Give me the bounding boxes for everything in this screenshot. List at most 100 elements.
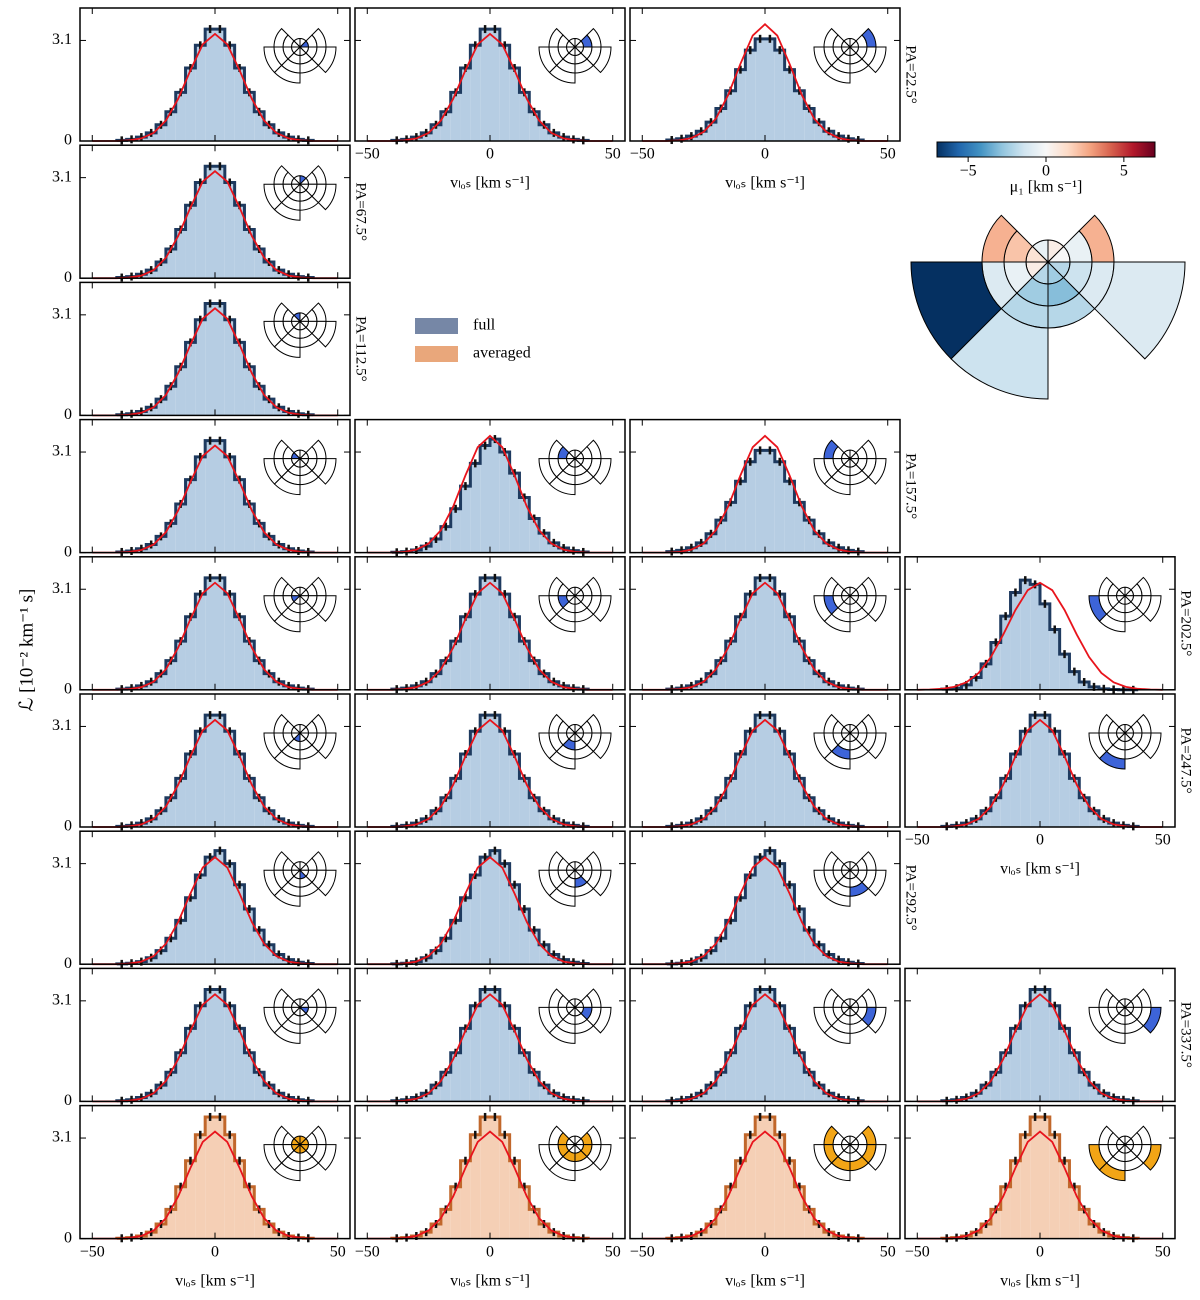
histogram-bar [195, 456, 206, 553]
region-icon-sector [273, 1162, 301, 1182]
histogram-bar [254, 930, 265, 965]
histogram-bar [548, 681, 559, 690]
region-icon-sector [1136, 713, 1152, 734]
histogram-bar [1059, 654, 1070, 690]
fit-curve [642, 718, 888, 828]
x-tick-label: −50 [80, 1243, 105, 1260]
pa-label: PA=22.5° [903, 45, 919, 104]
histogram-outline [390, 576, 590, 691]
region-icon-sector [586, 988, 602, 1008]
histogram-bar [195, 182, 206, 279]
histogram-bar [224, 319, 235, 416]
region-icon-sector [317, 869, 337, 897]
legend-swatch [415, 346, 458, 362]
histogram-bar [548, 542, 559, 553]
histogram-bar [431, 810, 441, 827]
histogram-bar [490, 850, 500, 965]
histogram-bar [215, 850, 225, 965]
histogram-bar [499, 1005, 510, 1102]
histogram-bar [480, 577, 490, 690]
histogram-bar [509, 68, 520, 141]
region-icon-sector [867, 1144, 887, 1171]
x-tick-label: 50 [605, 146, 621, 163]
histogram-bar [156, 399, 166, 416]
fit-curve [92, 1130, 338, 1240]
histogram-bar [490, 577, 500, 690]
y-tick-label: 3.1 [52, 854, 72, 871]
histogram-bar [1079, 797, 1090, 827]
histogram-bar [244, 778, 255, 827]
region-icon-sector [823, 613, 851, 633]
x-tick-label: −50 [630, 146, 655, 163]
region-icon-sector [861, 439, 877, 460]
histogram-bar [499, 452, 510, 553]
region-icon-sector [311, 1125, 327, 1146]
histogram-bar [156, 950, 166, 965]
histogram-bar [224, 1134, 235, 1239]
histogram-bar [205, 303, 215, 416]
histogram-bar [175, 641, 186, 690]
histogram-bar [765, 989, 775, 1102]
histogram-bar [234, 754, 245, 827]
x-axis-label: vₗₒₛ [km s⁻¹] [725, 175, 805, 192]
histogram-bar [273, 1093, 284, 1102]
region-icon-sector [1098, 1162, 1126, 1182]
histogram-bar [784, 1160, 795, 1239]
x-tick-label: 50 [1155, 832, 1171, 849]
histogram-bar [165, 797, 176, 827]
x-tick-label: −50 [355, 1243, 380, 1260]
histogram-bar [755, 715, 765, 827]
histogram-bar [1098, 818, 1109, 827]
histogram-bar [1000, 1052, 1011, 1102]
region-icon-sector [273, 339, 301, 358]
histogram-bar [509, 1160, 520, 1239]
histogram-bar [470, 45, 481, 141]
histogram-bar [765, 577, 775, 690]
histogram-bar [715, 797, 726, 827]
histogram-bar [1010, 1160, 1021, 1239]
histogram-bar [460, 616, 471, 690]
histogram-bar [460, 1028, 471, 1102]
pa-label: PA=247.5° [1178, 727, 1194, 793]
histogram-bar [539, 1085, 549, 1102]
histogram-bar [156, 1085, 166, 1102]
histogram-bar [175, 229, 186, 279]
fit-curve [92, 855, 338, 966]
region-icon-sector [1142, 1006, 1162, 1034]
histogram-bar [1020, 580, 1031, 690]
histogram-bar [765, 38, 775, 141]
region-icon-sector [317, 458, 337, 485]
histogram-bar [470, 463, 481, 553]
histogram-bar [1069, 1052, 1080, 1102]
histogram-outline [665, 713, 865, 828]
histogram-bar [450, 641, 461, 690]
region-icon-sector [1136, 1125, 1152, 1146]
histogram-bar [706, 810, 716, 827]
region-icon-sector [273, 1025, 301, 1044]
histogram-bar [421, 818, 432, 827]
x-axis-label: vₗₒₛ [km s⁻¹] [725, 1272, 805, 1289]
histogram-bar [185, 342, 196, 416]
histogram-bar [1020, 731, 1031, 827]
y-tick-label: 3.1 [52, 717, 72, 734]
histogram-bar [185, 897, 196, 965]
histogram-bar [234, 1160, 245, 1239]
histogram-bar [175, 1186, 186, 1239]
histogram-bar [1000, 778, 1011, 827]
histogram-bar [548, 132, 559, 141]
histogram-bar [195, 594, 206, 690]
x-tick-label: 50 [1155, 1243, 1171, 1260]
histogram-bar [696, 131, 707, 141]
histogram-bar [165, 386, 176, 416]
region-icon-sector [1098, 750, 1126, 770]
histogram-bar [431, 1224, 441, 1239]
histogram-bar [146, 818, 157, 827]
region-icon-sector [1136, 576, 1152, 597]
histogram-bar [696, 681, 707, 690]
histogram-bar [205, 715, 215, 827]
histogram-bar [794, 909, 805, 965]
region-icon-sector [861, 27, 877, 48]
histogram-bar [205, 440, 215, 553]
histogram-bar [244, 503, 255, 553]
histogram-bar [490, 715, 500, 827]
